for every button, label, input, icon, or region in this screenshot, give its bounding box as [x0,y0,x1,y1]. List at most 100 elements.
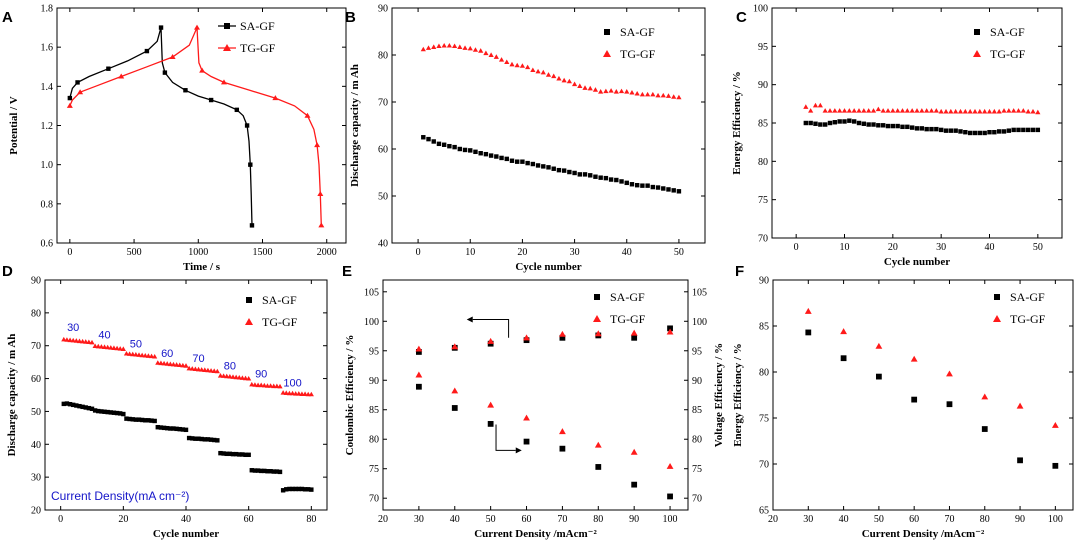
legend-item-sa-gf: SA-GF [994,290,1045,304]
x-axis-label: Current Density /mAcm⁻² [474,528,597,540]
legend-label: SA-GF [620,25,655,39]
data-point [667,493,673,500]
data-point [525,160,530,166]
x-tick-label: 90 [1015,514,1025,525]
series-tg-gf [420,43,682,100]
x-tick-label: 20 [517,247,527,258]
data-point [283,390,289,395]
data-point [271,469,276,474]
y-tick-label: 90 [759,276,769,287]
data-point [871,122,876,127]
y-axis-label: Coulombic Efficiency / % [344,335,356,456]
data-point [803,104,809,109]
data-point [130,351,136,357]
data-point [77,89,84,95]
data-point [234,107,240,113]
y-axis-label: Potential / V [8,96,20,155]
y-tick-label: 90 [378,4,388,15]
data-point [870,108,877,113]
legend-item-tg-gf: TG-GF [593,312,646,326]
data-point [822,108,828,113]
data-point [309,487,314,492]
y-tick-label: 80 [378,51,388,62]
data-point [676,94,682,100]
x-tick-label: 0 [794,242,799,253]
series-line [69,27,322,226]
data-point [523,414,530,421]
data-point [545,72,552,77]
data-point [895,123,900,129]
data-point [230,451,236,457]
panel-label: B [345,9,356,26]
plot-frame [382,279,689,511]
data-point [938,108,944,114]
data-point [478,48,484,53]
x-tick-label: 30 [936,242,946,253]
data-point [143,418,148,423]
data-point [629,90,635,95]
data-point [161,360,167,366]
data-point [293,486,298,492]
data-point [180,362,186,368]
data-point [258,468,264,474]
data-point [1011,108,1017,113]
data-point [174,426,179,432]
legend-label: TG-GF [990,47,1026,61]
data-point [561,77,567,83]
legend-marker [245,318,253,325]
data-point [618,88,625,94]
legend-marker [593,315,601,322]
data-point [559,334,566,341]
data-point [162,70,168,75]
data-point [827,120,833,126]
data-point [982,108,988,114]
panel-label: A [2,9,13,26]
data-point [608,88,614,93]
data-point [436,43,442,49]
data-point [473,149,478,155]
data-point [136,417,142,422]
data-point [630,448,638,455]
x-tick-label: 10 [465,247,475,258]
data-point [205,367,211,373]
data-point [415,345,423,352]
data-point [667,325,673,332]
data-point [546,165,551,170]
data-point [208,368,214,373]
data-point [277,383,283,389]
data-point [167,361,173,367]
data-point [133,351,139,357]
data-point [431,44,437,49]
x-tick-label: 30 [414,514,424,525]
data-point [967,108,973,114]
data-point [117,346,123,351]
data-point [957,108,964,114]
data-point [992,129,997,135]
data-point [95,343,101,349]
data-point [812,102,819,108]
data-point [598,175,603,180]
data-point [909,125,915,130]
data-point [70,402,76,408]
data-point [900,124,905,130]
data-point [911,396,918,403]
data-point [588,173,593,178]
data-point [665,93,672,98]
legend-item-sa-gf: SA-GF [218,19,275,33]
data-point [121,411,126,417]
y-tick-label: 80 [31,308,41,319]
data-point [274,383,280,389]
data-point [426,136,431,142]
legend-item-tg-gf: TG-GF [993,312,1046,326]
y-tick-label: 50 [31,407,41,418]
panel-label: C [736,9,747,26]
x-tick-label: 40 [839,514,849,525]
y-tick-label: 70 [758,234,768,245]
data-point [139,417,145,423]
data-point [111,345,117,350]
data-point [155,360,161,365]
data-point [624,89,630,94]
y2-tick-label: 70 [692,494,702,505]
data-point [594,330,602,337]
data-point [102,409,107,414]
